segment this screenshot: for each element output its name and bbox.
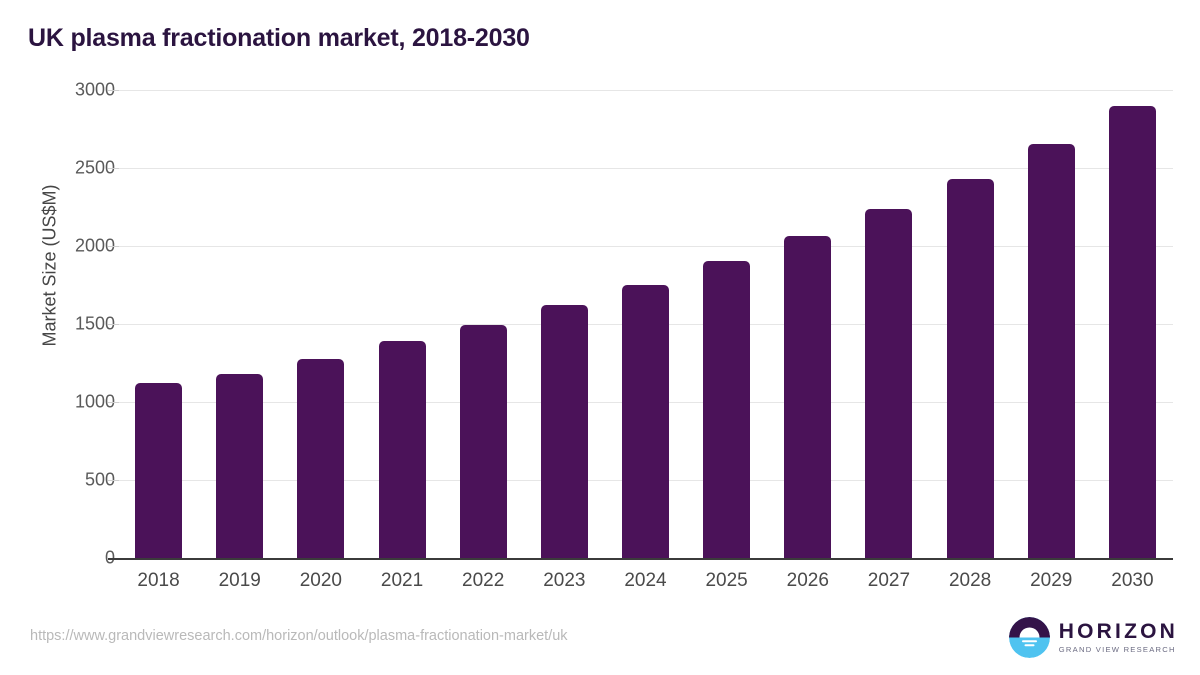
y-tick-label: 2500 [74,157,115,178]
x-tick-label-2027: 2027 [867,570,911,591]
x-tick-label-2021: 2021 [380,570,424,591]
bar-2027[interactable] [865,208,913,558]
bar-2022[interactable] [459,324,507,558]
gridline [118,90,1173,91]
y-tick-label: 2000 [74,235,115,256]
bar-2029[interactable] [1027,144,1075,558]
bar-2024[interactable] [621,284,669,558]
bar-slot [443,90,524,558]
y-tick-mark [108,246,119,247]
logo-text: HORIZON GRAND VIEW RESEARCH [1059,621,1178,654]
bar-slot [848,90,929,558]
x-tick-label-2030: 2030 [1111,570,1154,591]
x-tick-label-2019: 2019 [218,570,261,591]
horizon-sunset-circle-icon [1008,617,1050,658]
x-tick-label-2025: 2025 [705,570,748,591]
bar-2018[interactable] [135,382,183,558]
x-tick-label-2028: 2028 [948,570,992,591]
bar-slot [1011,90,1092,558]
bars-layer [118,90,1173,558]
gridline [118,246,1173,247]
gridline [118,168,1173,169]
x-axis-line [108,558,1173,560]
bar-2019[interactable] [216,374,264,558]
bar-2028[interactable] [946,178,994,558]
bar-slot [280,90,361,558]
y-tick-label: 3000 [74,79,115,100]
x-tick-label-2018: 2018 [137,570,180,591]
logo-tagline: GRAND VIEW RESEARCH [1058,645,1176,655]
bar-slot [1092,90,1173,558]
x-tick-label-2022: 2022 [462,570,505,591]
bar-slot [361,90,442,558]
x-tick-label-2029: 2029 [1030,570,1073,591]
y-tick-mark [108,90,119,91]
bar-slot [767,90,848,558]
logo-wordmark: HORIZON [1058,620,1178,644]
bar-slot [524,90,605,558]
bar-2025[interactable] [703,261,751,558]
bar-slot [199,90,280,558]
horizon-logo[interactable]: HORIZON GRAND VIEW RESEARCH [1008,617,1178,658]
x-tick-label-2026: 2026 [786,570,829,591]
y-tick-label: 500 [84,469,115,490]
bar-2023[interactable] [540,305,588,558]
y-tick-label: 1000 [74,391,115,412]
bar-slot [118,90,199,558]
y-tick-mark [108,324,119,325]
y-tick-mark [108,480,119,481]
x-tick-label-2024: 2024 [624,570,667,591]
y-tick-mark [108,402,119,403]
bar-2030[interactable] [1108,105,1156,558]
y-tick-mark [108,168,119,169]
x-tick-label-2023: 2023 [543,570,586,591]
bar-slot [930,90,1011,558]
y-tick-label: 0 [45,548,115,569]
x-tick-label-2020: 2020 [299,570,342,591]
bar-slot [605,90,686,558]
bar-2020[interactable] [297,358,345,558]
y-tick-label: 1500 [74,313,115,334]
source-url[interactable]: https://www.grandviewresearch.com/horizo… [30,628,568,644]
bar-slot [686,90,767,558]
page-title: UK plasma fractionation market, 2018-203… [28,24,530,52]
bar-2021[interactable] [378,341,426,558]
bar-2026[interactable] [784,236,832,558]
